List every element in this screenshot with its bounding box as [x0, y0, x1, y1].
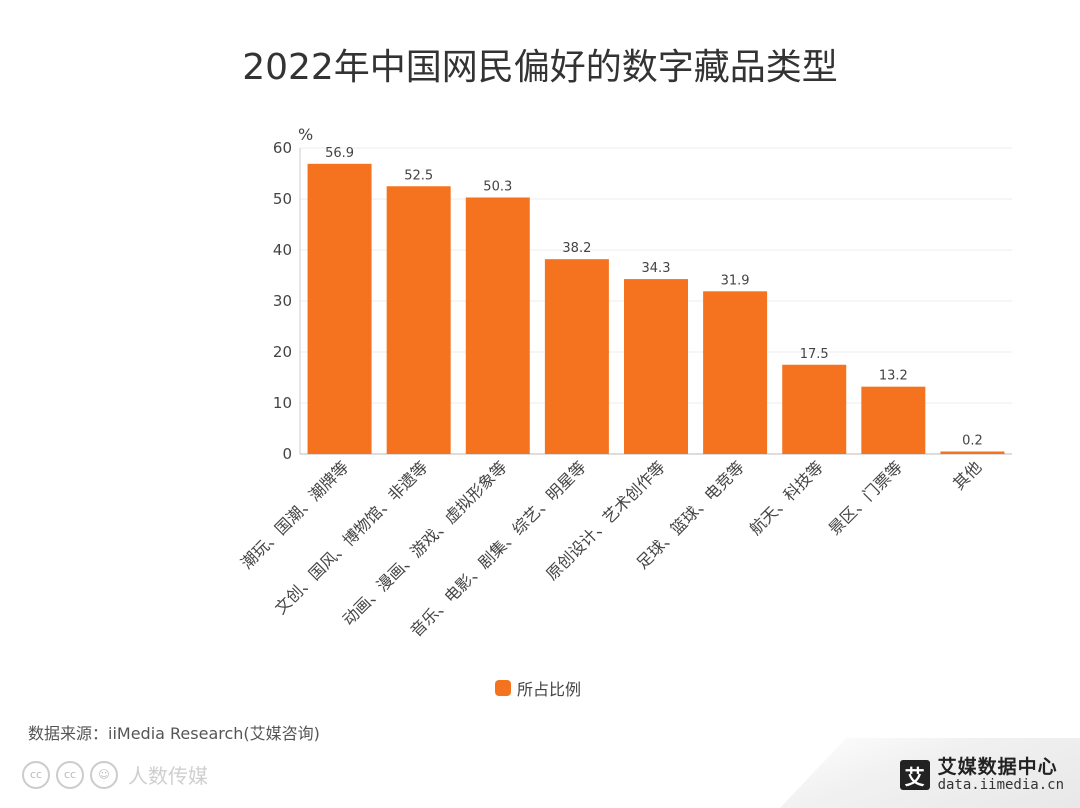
bar-value-label: 52.5 — [404, 168, 433, 183]
cc-icon: cc — [56, 760, 84, 789]
bar-value-label: 38.2 — [562, 241, 591, 256]
cc-icon: cc — [22, 760, 50, 789]
brand-url: data.iimedia.cn — [937, 776, 1064, 793]
bars — [307, 163, 1005, 455]
x-category-label: 动画、漫画、游戏、虚拟形象等 — [339, 457, 511, 629]
bar-value-label: 0.2 — [962, 434, 983, 449]
x-category-label: 航天、科技等 — [746, 457, 827, 538]
source-note: 数据来源：iiMedia Research(艾媒咨询) — [28, 724, 320, 743]
bar[interactable] — [624, 279, 688, 454]
y-tick-label: 40 — [273, 241, 292, 259]
legend-label: 所占比例 — [517, 680, 582, 699]
bar[interactable] — [703, 291, 768, 454]
legend[interactable]: 所占比例 — [495, 676, 581, 700]
brand-logo-block: 艾 艾媒数据中心 data.iimedia.cn — [899, 756, 1064, 793]
bar[interactable] — [465, 197, 530, 454]
x-category-label: 景区、门票等 — [825, 457, 906, 538]
y-tick-label: 10 — [273, 394, 292, 412]
bar[interactable] — [940, 451, 1005, 455]
y-tick-label: 50 — [273, 190, 292, 208]
brand-logo-icon: 艾 — [899, 760, 930, 791]
x-category-label: 文创、国风、博物馆、非遗等 — [271, 457, 432, 618]
bar-value-label: 31.9 — [721, 273, 750, 288]
bar[interactable] — [861, 386, 926, 454]
watermark: cc cc ☺ 人数传媒 — [22, 760, 208, 789]
person-icon: ☺ — [90, 760, 118, 789]
bar-value-label: 13.2 — [879, 369, 908, 384]
bar[interactable] — [386, 186, 451, 454]
chart-title: 2022年中国网民偏好的数字藏品类型 — [242, 47, 838, 88]
legend-swatch — [495, 680, 511, 696]
brand-name: 艾媒数据中心 — [937, 756, 1058, 778]
y-tick-label: 20 — [273, 343, 292, 361]
watermark-text: 人数传媒 — [128, 764, 208, 788]
bar-value-label: 17.5 — [800, 347, 829, 362]
y-axis-unit: % — [298, 125, 313, 144]
bar[interactable] — [782, 364, 847, 454]
bar[interactable] — [544, 259, 609, 454]
x-category-label: 音乐、电影、剧集、综艺、明星等 — [407, 457, 590, 640]
y-tick-label: 60 — [273, 139, 292, 157]
bar[interactable] — [307, 163, 372, 454]
bar-value-label: 56.9 — [325, 146, 354, 161]
y-tick-label: 0 — [282, 445, 292, 463]
bar-value-label: 34.3 — [642, 261, 671, 276]
x-category-label: 其他 — [949, 457, 985, 493]
y-tick-label: 30 — [273, 292, 292, 310]
bar-value-label: 50.3 — [483, 179, 512, 194]
